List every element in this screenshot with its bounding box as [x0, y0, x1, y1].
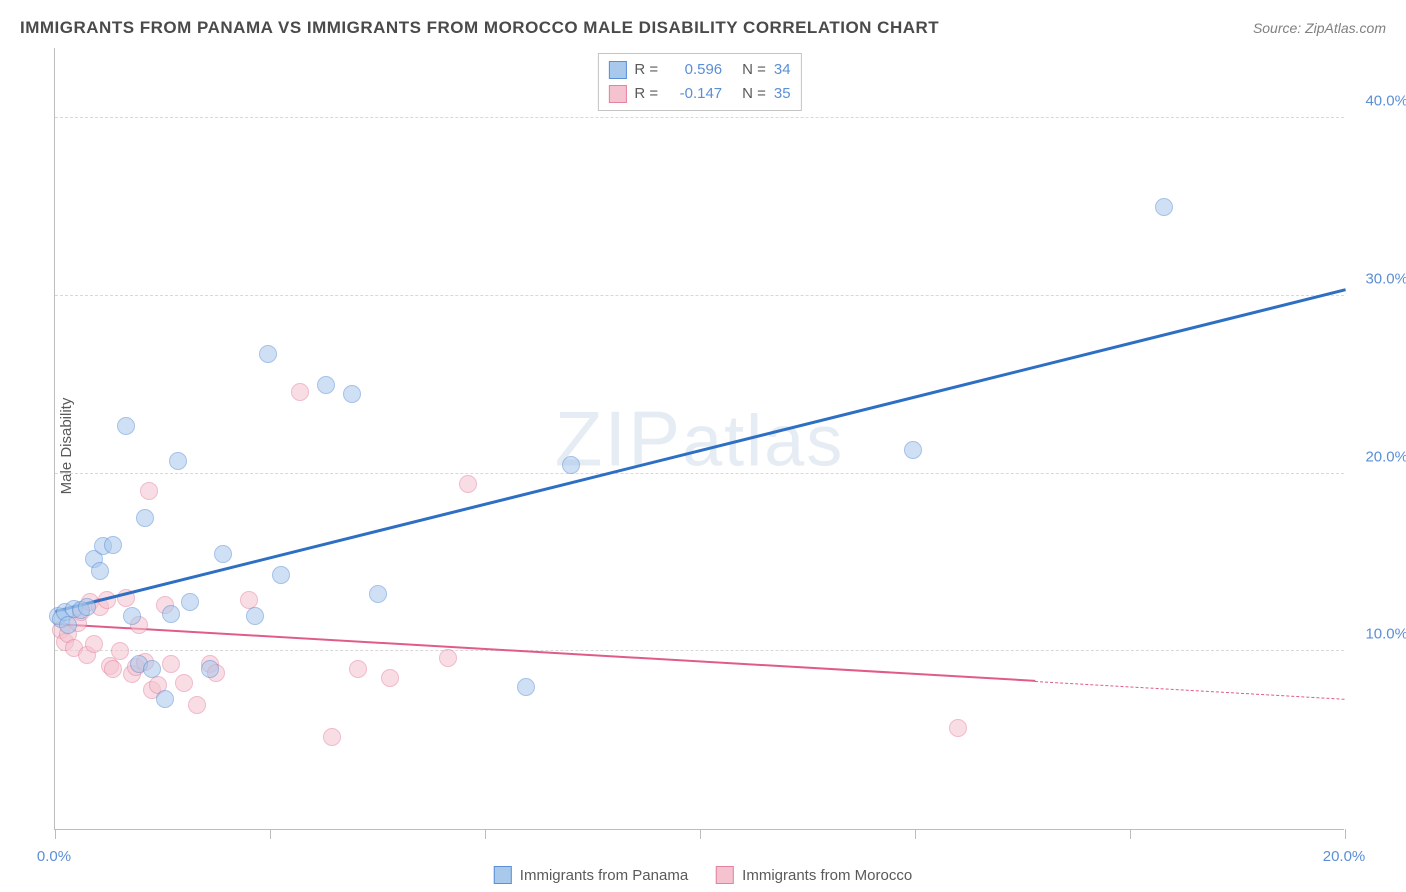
correlation-legend: R = 0.596 N = 34 R = -0.147 N = 35 — [597, 53, 801, 111]
x-tick — [1345, 829, 1346, 839]
scatter-point — [143, 660, 161, 678]
x-tick — [915, 829, 916, 839]
scatter-point — [162, 655, 180, 673]
scatter-point — [156, 690, 174, 708]
r-value: 0.596 — [666, 58, 722, 82]
scatter-point — [59, 616, 77, 634]
scatter-point — [117, 417, 135, 435]
scatter-point — [91, 562, 109, 580]
scatter-point — [214, 545, 232, 563]
scatter-point — [162, 605, 180, 623]
legend-row-panama: R = 0.596 N = 34 — [608, 58, 790, 82]
gridline — [55, 650, 1344, 651]
legend-swatch-morocco — [608, 85, 626, 103]
x-tick — [55, 829, 56, 839]
r-value: -0.147 — [666, 82, 722, 106]
n-value: 34 — [774, 58, 791, 82]
regression-line — [1035, 681, 1345, 700]
x-tick — [1130, 829, 1131, 839]
n-label: N = — [742, 82, 766, 106]
scatter-point — [140, 482, 158, 500]
gridline — [55, 295, 1344, 296]
scatter-point — [272, 566, 290, 584]
scatter-point — [104, 536, 122, 554]
source-label: Source: ZipAtlas.com — [1253, 20, 1386, 36]
scatter-point — [291, 383, 309, 401]
scatter-point — [459, 475, 477, 493]
chart-title: IMMIGRANTS FROM PANAMA VS IMMIGRANTS FRO… — [20, 18, 939, 38]
x-tick-label: 0.0% — [37, 848, 71, 865]
scatter-point — [169, 452, 187, 470]
legend-row-morocco: R = -0.147 N = 35 — [608, 82, 790, 106]
series-legend: Immigrants from Panama Immigrants from M… — [494, 866, 912, 884]
scatter-point — [175, 674, 193, 692]
scatter-point — [381, 669, 399, 687]
y-tick-label: 10.0% — [1350, 626, 1406, 643]
x-tick — [485, 829, 486, 839]
scatter-point — [439, 649, 457, 667]
scatter-point — [181, 593, 199, 611]
gridline — [55, 473, 1344, 474]
scatter-point — [123, 607, 141, 625]
scatter-point — [317, 376, 335, 394]
legend-label: Immigrants from Morocco — [742, 867, 912, 884]
scatter-point — [85, 635, 103, 653]
regression-line — [55, 288, 1346, 612]
scatter-point — [562, 456, 580, 474]
scatter-point — [188, 696, 206, 714]
scatter-point — [78, 598, 96, 616]
n-value: 35 — [774, 82, 791, 106]
scatter-point — [349, 660, 367, 678]
legend-item-panama: Immigrants from Panama — [494, 866, 688, 884]
x-tick — [700, 829, 701, 839]
scatter-point — [104, 660, 122, 678]
r-label: R = — [634, 58, 658, 82]
x-tick-label: 20.0% — [1323, 848, 1366, 865]
scatter-point — [949, 719, 967, 737]
scatter-point — [323, 728, 341, 746]
scatter-point — [343, 385, 361, 403]
watermark: ZIPatlas — [555, 393, 844, 484]
legend-item-morocco: Immigrants from Morocco — [716, 866, 912, 884]
legend-swatch-morocco — [716, 866, 734, 884]
r-label: R = — [634, 82, 658, 106]
legend-swatch-panama — [494, 866, 512, 884]
n-label: N = — [742, 58, 766, 82]
scatter-point — [369, 585, 387, 603]
legend-label: Immigrants from Panama — [520, 867, 688, 884]
scatter-point — [136, 509, 154, 527]
scatter-point — [1155, 198, 1173, 216]
y-tick-label: 20.0% — [1350, 448, 1406, 465]
scatter-point — [246, 607, 264, 625]
scatter-plot-area: R = 0.596 N = 34 R = -0.147 N = 35 ZIPat… — [54, 48, 1344, 830]
scatter-point — [259, 345, 277, 363]
gridline — [55, 117, 1344, 118]
y-tick-label: 30.0% — [1350, 270, 1406, 287]
legend-swatch-panama — [608, 61, 626, 79]
scatter-point — [201, 660, 219, 678]
scatter-point — [904, 441, 922, 459]
y-tick-label: 40.0% — [1350, 93, 1406, 110]
scatter-point — [517, 678, 535, 696]
scatter-point — [111, 642, 129, 660]
x-tick — [270, 829, 271, 839]
